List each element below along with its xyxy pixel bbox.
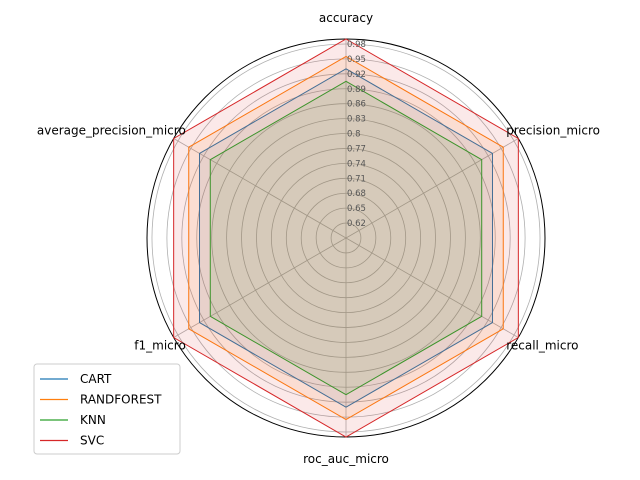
rtick-label-7: 0.83: [347, 115, 366, 125]
axis-label-average_precision_micro: average_precision_micro: [37, 124, 186, 138]
radial-tick-labels: 0.62 0.65 0.68 0.71 0.74 0.77 0.8 0.83 0.86 0.89 0…: [347, 40, 366, 229]
series-knn: [209, 80, 483, 396]
rtick-label-6: 0.8: [347, 130, 361, 140]
rtick-label-12: 0.98: [347, 40, 366, 50]
legend-label-randforest: RANDFOREST: [80, 393, 162, 407]
series-randforest: [188, 55, 504, 421]
spoke-recall_micro: [345, 237, 519, 338]
axis-labels: accuracy precision_micro recall_micro roc_a…: [37, 11, 600, 466]
axis-label-precision_micro: precision_micro: [506, 124, 600, 138]
legend-frame: [33, 363, 181, 455]
rtick-label-0: 0.62: [347, 219, 366, 229]
rtick-label-4: 0.74: [347, 159, 366, 169]
axis-label-accuracy: accuracy: [319, 11, 373, 25]
axis-label-f1_micro: f1_micro: [134, 339, 186, 353]
spoke-average_precision_micro: [173, 138, 347, 239]
legend: CART RANDFOREST KNN SVC: [33, 363, 181, 455]
rtick-label-3: 0.71: [347, 174, 366, 184]
axis-label-recall_micro: recall_micro: [506, 339, 578, 353]
spoke-precision_micro: [345, 138, 519, 239]
rtick-label-10: 0.92: [347, 70, 366, 80]
rtick-label-5: 0.77: [347, 144, 366, 154]
rtick-label-8: 0.86: [347, 100, 366, 110]
series-svc: [173, 38, 519, 438]
rtick-label-9: 0.89: [347, 85, 366, 95]
spoke-f1_micro: [173, 237, 347, 338]
legend-label-cart: CART: [80, 372, 112, 386]
rtick-label-2: 0.68: [347, 189, 366, 199]
rtick-label-1: 0.65: [347, 204, 366, 214]
legend-label-svc: SVC: [80, 434, 104, 448]
rtick-label-11: 0.95: [347, 55, 366, 65]
axis-label-roc_auc_micro: roc_auc_micro: [303, 452, 389, 466]
legend-label-knn: KNN: [80, 413, 106, 427]
series-cart: [199, 68, 493, 408]
series-polygons: [173, 38, 519, 438]
